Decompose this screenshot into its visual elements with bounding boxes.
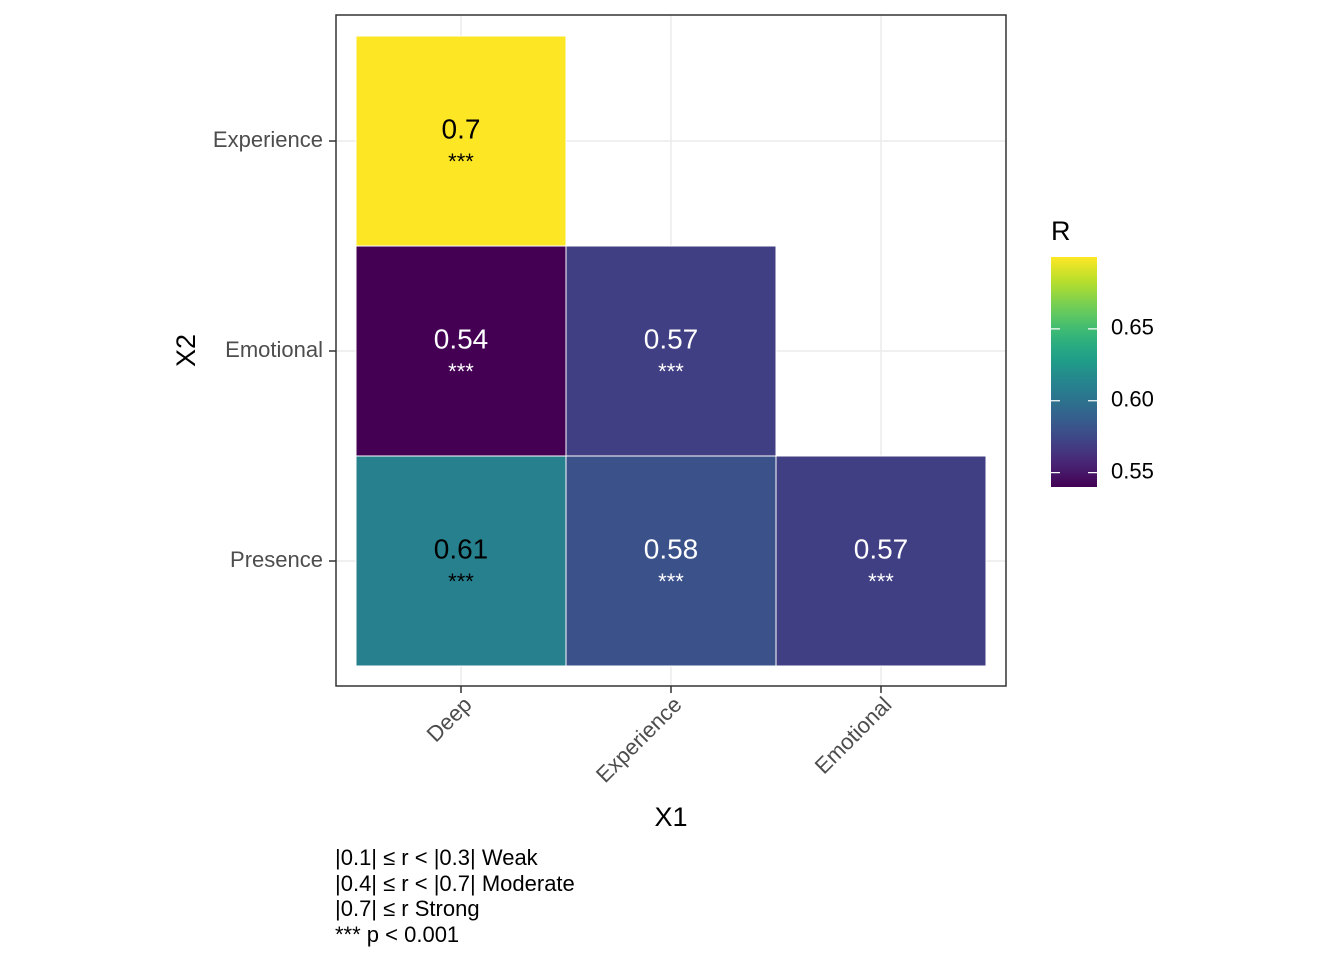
cell-value-label: 0.54	[434, 323, 489, 354]
legend-tick-label: 0.55	[1111, 458, 1154, 483]
cell-significance-label: ***	[658, 359, 684, 384]
heatmap-cell	[355, 245, 567, 457]
cell-value-label: 0.57	[854, 533, 909, 564]
cell-significance-label: ***	[868, 569, 894, 594]
cell-value-label: 0.58	[644, 533, 699, 564]
legend-tick-label: 0.65	[1111, 315, 1154, 340]
caption-line: |0.7| ≤ r Strong	[335, 896, 480, 921]
cell-value-label: 0.7	[442, 113, 481, 144]
heatmap-cell	[355, 455, 567, 667]
legend-tick-label: 0.60	[1111, 387, 1154, 412]
caption-line: |0.1| ≤ r < |0.3| Weak	[335, 845, 538, 870]
x-tick-label: Emotional	[810, 692, 897, 779]
heatmap-cell	[355, 35, 567, 247]
x-axis-title: X1	[654, 802, 687, 832]
cell-significance-label: ***	[658, 569, 684, 594]
cell-significance-label: ***	[448, 149, 474, 174]
y-axis-title: X2	[171, 334, 201, 367]
heatmap-cell	[775, 455, 987, 667]
caption: |0.1| ≤ r < |0.3| Weak |0.4| ≤ r < |0.7|…	[335, 845, 575, 947]
y-tick-label: Experience	[213, 127, 323, 152]
legend-colorbar	[1051, 257, 1097, 487]
y-tick-label: Presence	[230, 547, 323, 572]
x-tick-label: Experience	[591, 692, 687, 788]
cell-value-label: 0.57	[644, 323, 699, 354]
caption-line: *** p < 0.001	[335, 921, 460, 947]
cell-significance-label: ***	[448, 359, 474, 384]
legend-title: R	[1051, 216, 1071, 246]
y-tick-label: Emotional	[225, 337, 323, 362]
cell-significance-label: ***	[448, 569, 474, 594]
heatmap-cell	[565, 455, 777, 667]
cell-value-label: 0.61	[434, 533, 489, 564]
caption-line: |0.4| ≤ r < |0.7| Moderate	[335, 870, 575, 896]
x-tick-label: Deep	[422, 692, 477, 747]
